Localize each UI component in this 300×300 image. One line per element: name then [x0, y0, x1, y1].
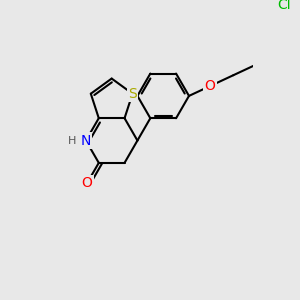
Text: S: S	[128, 87, 137, 101]
Text: O: O	[205, 79, 215, 93]
Text: Cl: Cl	[278, 0, 291, 12]
Text: O: O	[82, 176, 93, 190]
Text: N: N	[81, 134, 91, 148]
Text: H: H	[68, 136, 76, 146]
